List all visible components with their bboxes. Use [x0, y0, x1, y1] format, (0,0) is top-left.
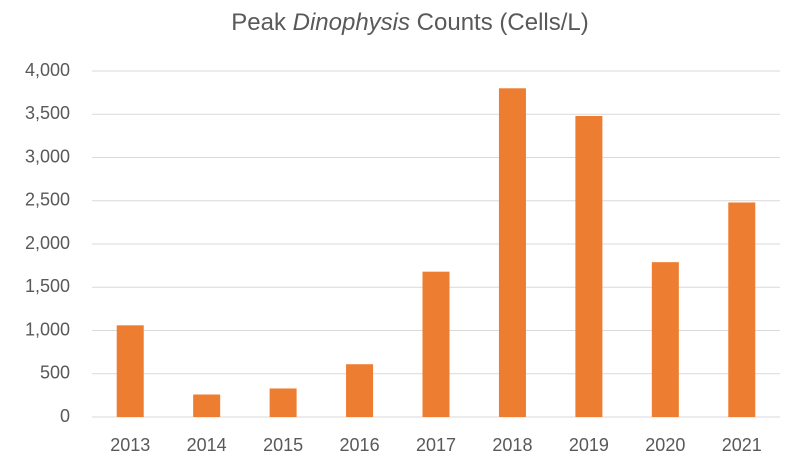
bar: [193, 394, 221, 417]
y-tick-label: 3,000: [25, 146, 70, 166]
title-part: Dinophysis: [293, 9, 410, 36]
y-tick-label: 1,000: [25, 319, 70, 339]
x-tick-label: 2020: [645, 435, 685, 455]
x-tick-label: 2014: [187, 435, 227, 455]
bar: [422, 271, 450, 417]
bar: [728, 202, 756, 417]
y-tick-label: 3,500: [25, 103, 70, 123]
x-tick-label: 2016: [340, 435, 380, 455]
title-part: Counts (Cells/L): [410, 9, 589, 36]
bar: [651, 262, 679, 417]
x-tick-label: 2017: [416, 435, 456, 455]
bar: [269, 388, 297, 417]
x-tick-label: 2021: [722, 435, 762, 455]
y-tick-label: 1,500: [25, 276, 70, 296]
x-tick-label: 2018: [492, 435, 532, 455]
y-tick-label: 2,500: [25, 190, 70, 210]
y-tick-label: 2,000: [25, 233, 70, 253]
chart-title: Peak Dinophysis Counts (Cells/L): [231, 9, 589, 36]
bar: [116, 325, 144, 417]
y-tick-label: 500: [40, 363, 70, 383]
bar: [498, 88, 526, 418]
y-tick-label: 0: [60, 406, 70, 426]
y-tick-label: 4,000: [25, 60, 70, 80]
x-tick-label: 2019: [569, 435, 609, 455]
bar: [346, 364, 374, 417]
x-tick-label: 2015: [263, 435, 303, 455]
bar: [575, 115, 603, 417]
x-tick-label: 2013: [110, 435, 150, 455]
title-part: Peak: [231, 9, 292, 36]
